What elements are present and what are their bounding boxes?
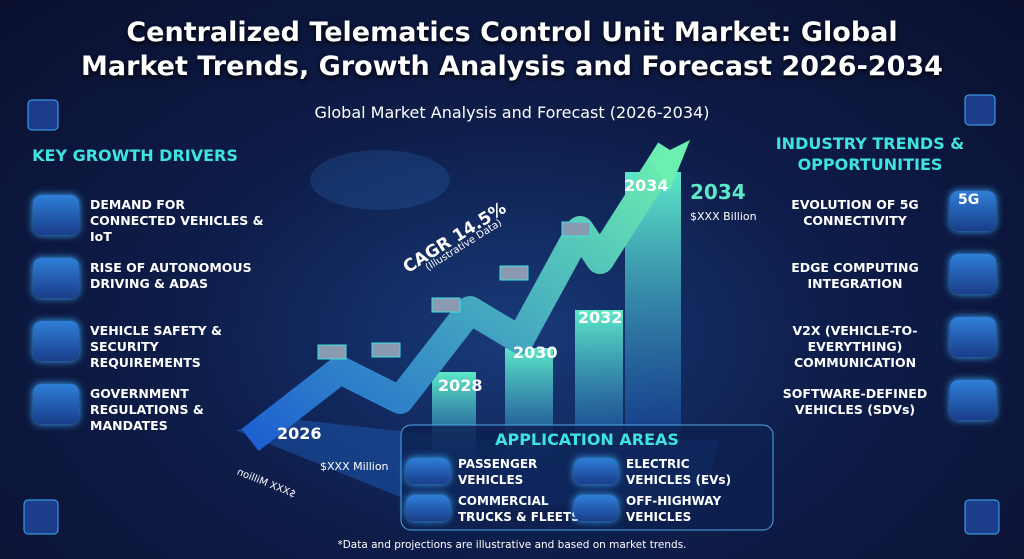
chips [23,94,1000,535]
year-label: 2030 [513,343,558,362]
trend-icon [950,317,996,357]
year-label: 2028 [438,376,483,395]
application-item: ELECTRIC VEHICLES (EVs) [626,457,732,487]
trend-icon [950,254,996,294]
title-line: Centralized Telematics Control Unit Mark… [126,17,898,48]
end-value: $XXX Billion [690,210,757,223]
driver-item: RISE OF AUTONOMOUS DRIVING & ADAS [90,260,252,291]
subtitle: Global Market Analysis and Forecast (202… [314,103,710,122]
driver-icon [33,258,79,298]
driver-item: DEMAND FOR CONNECTED VEHICLES & IoT [90,197,264,244]
trend-item: EVOLUTION OF 5G CONNECTIVITY [791,197,919,228]
growth-arrow [241,142,682,452]
application-icon [574,458,618,484]
end-year: 2034 [690,180,746,204]
year-label: 2034 [624,176,669,195]
application-item: OFF-HIGHWAY VEHICLES [626,494,722,524]
trend-item: SOFTWARE-DEFINED VEHICLES (SDVs) [782,386,928,417]
trend-icon [950,191,996,231]
start-value: $XXX Million [320,460,389,473]
driver-icon [33,195,79,235]
applications-heading: APPLICATION AREAS [495,430,679,449]
application-icon [406,495,450,521]
application-item: PASSENGER VEHICLES [458,457,538,487]
trend-item: EDGE COMPUTING INTEGRATION [791,260,919,291]
icon-5g-label: 5G [958,192,980,208]
driver-icon [33,384,79,424]
application-item: COMMERCIAL TRUCKS & FLEETS [458,494,580,524]
trend-item: V2X (VEHICLE-TO-EVERYTHING) COMMUNICATIO… [792,323,918,370]
driver-item: GOVERNMENT REGULATIONS & MANDATES [90,386,204,433]
device-icons [317,221,591,360]
drivers-heading: KEY GROWTH DRIVERS [32,146,238,165]
driver-item: VEHICLE SAFETY & SECURITY REQUIREMENTS [90,323,222,370]
trends-heading: INDUSTRY TRENDS & OPPORTUNITIES [775,134,965,174]
driver-icon [33,321,79,361]
title-line: Market Trends, Growth Analysis and Forec… [81,51,943,82]
arrow-head [650,140,690,190]
world-map [310,150,450,210]
footnote: *Data and projections are illustrative a… [337,539,687,551]
trend-icon [950,380,996,420]
year-label: 2032 [578,308,623,327]
application-icon [406,458,450,484]
application-icon [574,495,618,521]
year-label: 2026 [277,424,322,443]
